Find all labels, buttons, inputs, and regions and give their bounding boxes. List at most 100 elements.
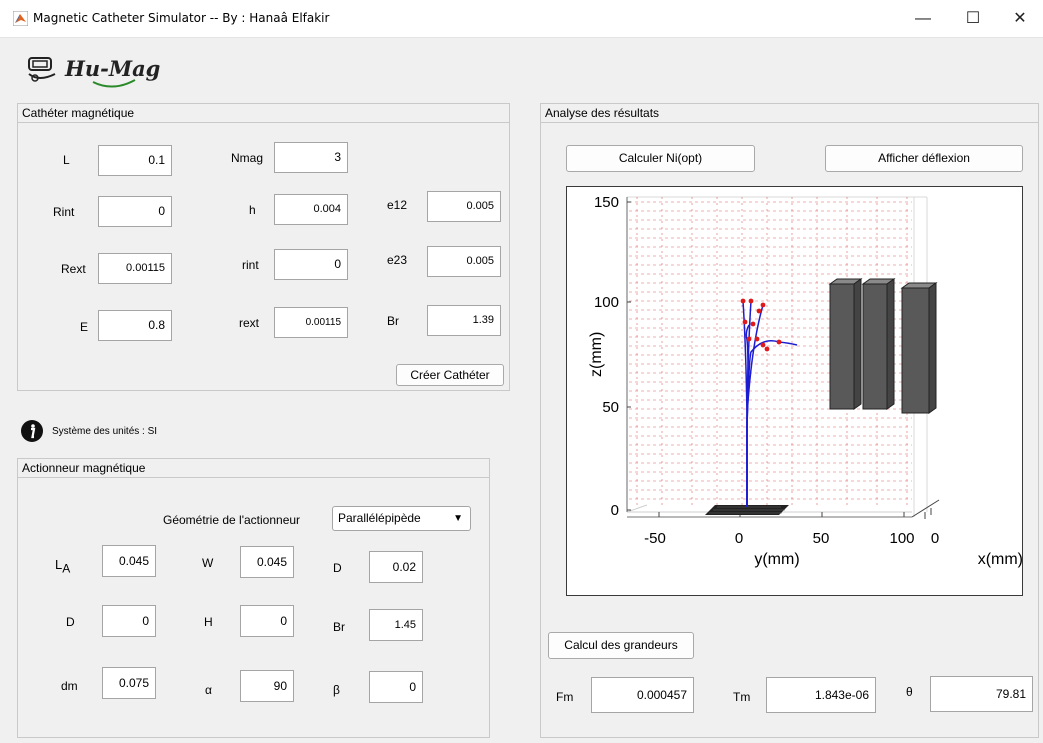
maximize-button[interactable]: ☐: [965, 10, 981, 27]
e23-label: e23: [387, 253, 408, 267]
x-axis-ticks: 0: [924, 508, 939, 547]
y-axis-label: y(mm): [754, 551, 799, 568]
Tm-label: Tm: [733, 690, 751, 704]
D-label-1: D: [333, 561, 342, 575]
Fm-field[interactable]: 0.000457: [591, 677, 694, 713]
Fm-label: Fm: [556, 690, 574, 704]
E-label: E: [80, 320, 89, 334]
Nmag-label: Nmag: [231, 151, 264, 165]
rext-label: rext: [239, 316, 260, 330]
catheter-curves: [742, 300, 798, 507]
Br-label-actuator: Br: [333, 620, 345, 634]
LA-label-main: L: [55, 557, 63, 572]
show-deflection-button[interactable]: Afficher déflexion: [825, 145, 1023, 172]
magnet-marker-3: [742, 319, 748, 325]
beta-field[interactable]: 0: [369, 671, 423, 703]
title-bar: Magnetic Catheter Simulator -- By : Hana…: [0, 0, 1043, 38]
Br-label: Br: [387, 314, 399, 328]
L-label: L: [63, 153, 70, 167]
H-field[interactable]: 0: [240, 605, 294, 637]
Br-field[interactable]: 1.39: [427, 305, 501, 336]
Tm-field[interactable]: 1.843e-06: [766, 677, 876, 713]
dm-field[interactable]: 0.075: [102, 667, 156, 699]
geometry-select[interactable]: Parallélépipède ▼: [332, 506, 471, 531]
minimize-button[interactable]: —: [915, 10, 931, 27]
Rint-field[interactable]: 0: [98, 196, 172, 227]
calc-ni-button[interactable]: Calculer Ni(opt): [566, 145, 755, 172]
alpha-field[interactable]: 90: [240, 670, 294, 702]
geometry-select-value: Parallélépipède: [338, 511, 421, 525]
magnet-marker-7: [754, 336, 760, 342]
Br-field-actuator[interactable]: 1.45: [369, 609, 423, 641]
y-tick-0: 0: [735, 530, 743, 547]
z-tick-150: 150: [594, 194, 619, 211]
Rext-label: Rext: [61, 262, 86, 276]
catheter-panel-title: Cathéter magnétique: [18, 104, 509, 123]
Rext-field[interactable]: 0.00115: [98, 253, 172, 284]
y-tick--50: -50: [644, 530, 666, 547]
close-button[interactable]: ✕: [1013, 10, 1027, 27]
rint-label: rint: [242, 258, 259, 272]
beta-label: β: [333, 683, 340, 697]
catheter-curve-4: [746, 340, 798, 507]
analysis-panel-title: Analyse des résultats: [541, 104, 1038, 123]
catheter-logo-icon: Hu-Mag: [28, 56, 160, 88]
window-title: Magnetic Catheter Simulator -- By : Hana…: [33, 11, 330, 25]
plot-svg: 150 100 50 0 z(mm) -50 0 50 100 y(mm) 0 …: [588, 194, 1023, 568]
magnet-marker-1: [748, 298, 754, 304]
catheter-markers: [740, 298, 782, 352]
magnet-marker-0: [740, 298, 746, 304]
h-field[interactable]: 0.004: [274, 194, 348, 225]
rint-field[interactable]: 0: [274, 249, 348, 280]
magnet-marker-5: [756, 308, 762, 314]
LA-field[interactable]: 0.045: [102, 545, 156, 577]
hu-mag-logo: Hu-Mag: [25, 52, 185, 92]
theta-field[interactable]: 79.81: [930, 676, 1033, 712]
theta-label: θ: [906, 685, 913, 699]
rext-field[interactable]: 0.00115: [274, 307, 348, 338]
e12-field[interactable]: 0.005: [427, 191, 501, 222]
H-label: H: [204, 615, 213, 629]
magnets: [828, 278, 938, 414]
h-label: h: [249, 203, 256, 217]
dropdown-arrow-icon: ▼: [453, 513, 463, 524]
actuator-panel-title: Actionneur magnétique: [18, 459, 489, 478]
y-tick-50: 50: [813, 530, 830, 547]
units-note: Système des unités : SI: [52, 426, 158, 437]
x-tick-0: 0: [931, 530, 939, 547]
z-axis-label: z(mm): [588, 332, 605, 377]
D-label-2: D: [66, 615, 75, 629]
Nmag-field[interactable]: 3: [274, 142, 348, 173]
magnet-marker-6: [746, 336, 752, 342]
D-field-1[interactable]: 0.02: [369, 551, 423, 583]
D-field-2[interactable]: 0: [102, 605, 156, 637]
magnet-marker-8: [760, 342, 766, 348]
W-label: W: [202, 556, 214, 570]
deflection-plot: 150 100 50 0 z(mm) -50 0 50 100 y(mm) 0 …: [566, 186, 1023, 596]
magnet-marker-10: [764, 346, 770, 352]
matlab-icon: [13, 11, 28, 26]
y-tick-100: 100: [889, 530, 914, 547]
calc-quantities-button[interactable]: Calcul des grandeurs: [548, 632, 694, 659]
z-tick-0: 0: [611, 502, 619, 519]
geometry-label: Géométrie de l'actionneur: [163, 513, 301, 527]
magnet-marker-2: [760, 302, 766, 308]
dm-label: dm: [61, 679, 78, 693]
E-field[interactable]: 0.8: [98, 310, 172, 341]
e23-field[interactable]: 0.005: [427, 246, 501, 277]
alpha-label: α: [205, 683, 212, 697]
W-field[interactable]: 0.045: [240, 546, 294, 578]
z-tick-100: 100: [594, 294, 619, 311]
x-axis-label: x(mm): [978, 551, 1023, 568]
z-tick-50: 50: [602, 399, 619, 416]
create-catheter-button[interactable]: Créer Cathéter: [396, 364, 504, 386]
info-icon: [21, 420, 43, 442]
magnet-marker-4: [750, 321, 756, 327]
Rint-label: Rint: [53, 205, 75, 219]
magnet-marker-9: [776, 339, 782, 345]
LA-label: LA: [55, 557, 70, 576]
L-field[interactable]: 0.1: [98, 145, 172, 176]
LA-label-sub: A: [62, 561, 71, 576]
svg-text:Hu-Mag: Hu-Mag: [64, 56, 160, 81]
e12-label: e12: [387, 198, 408, 212]
